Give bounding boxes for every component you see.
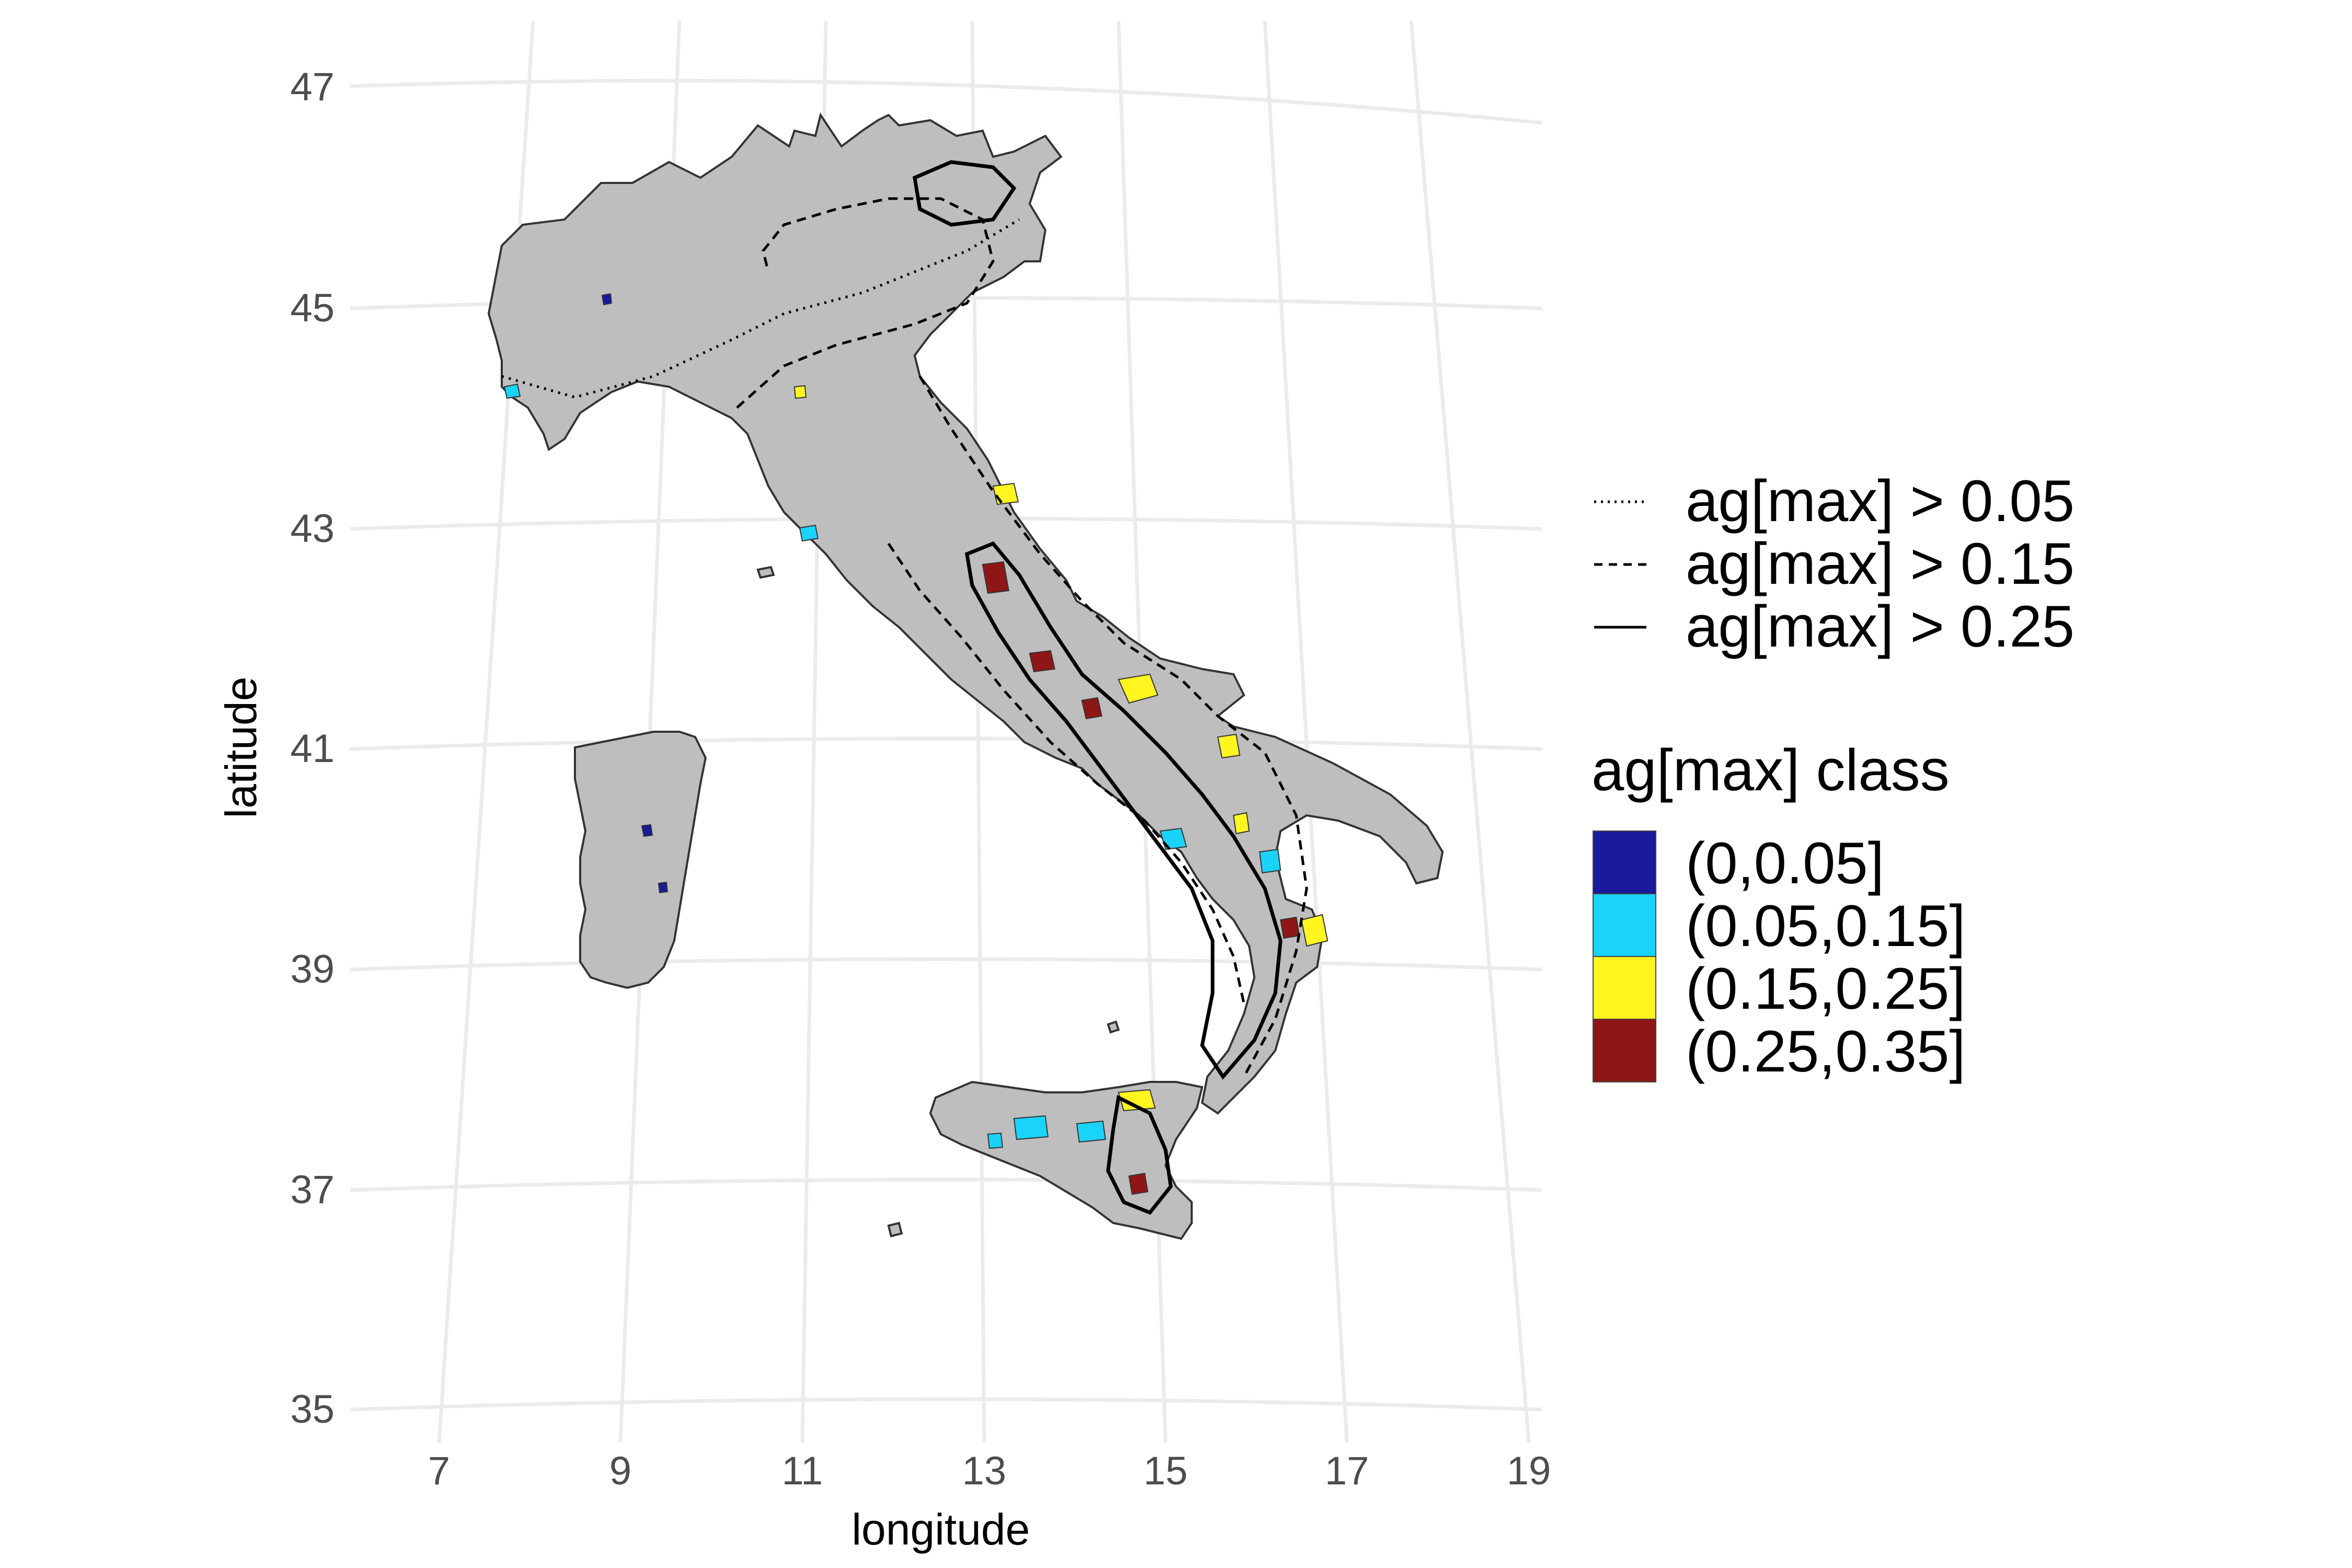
zone-blue-sardinia-2 [658, 881, 668, 894]
lat-gridline-39 [350, 957, 1542, 972]
x-tick-label: 19 [1507, 1449, 1551, 1493]
y-tick-label: 37 [290, 1168, 335, 1212]
threshold-contours [501, 160, 1308, 1215]
x-tick-label: 11 [782, 1449, 823, 1493]
legend-line-label: ag[max] > 0.25 [1686, 594, 2074, 659]
legend-line-label: ag[max] > 0.15 [1686, 531, 2074, 596]
zone-yellow-emilia [793, 385, 807, 399]
x-tick-label: 13 [962, 1449, 1007, 1493]
zone-yellow-calabria [1300, 914, 1329, 947]
contour-solid-025-apennines [965, 541, 1283, 1080]
zone-yellow-sicily [1117, 1089, 1156, 1112]
x-axis-ticks: 7 9 11 13 15 17 19 [428, 1449, 1551, 1493]
x-tick-label: 15 [1144, 1449, 1188, 1493]
zone-cyan-sicily-1 [1013, 1115, 1049, 1140]
zone-cyan-liguria [503, 383, 521, 399]
contour-dashed-015-west [887, 543, 1246, 1004]
aeolian-islands [1106, 1020, 1120, 1034]
lon-gridline-19 [1409, 20, 1531, 1443]
zone-cyan-campania [1159, 827, 1187, 850]
zone-blue-piedmont [601, 293, 613, 306]
mainland-italy-shape [487, 112, 1444, 1115]
elba-island [756, 566, 775, 579]
zone-cyan-tuscany [799, 524, 819, 542]
x-tick-label: 7 [428, 1449, 450, 1493]
y-tick-label: 43 [290, 506, 335, 551]
legend-fill-label: (0.15,0.25] [1686, 956, 1966, 1021]
legend-swatch [1593, 1019, 1656, 1082]
x-tick-label: 17 [1325, 1449, 1369, 1493]
legend-fill-label: (0.25,0.35] [1686, 1019, 1966, 1084]
legend-swatch [1593, 831, 1656, 894]
zone-yellow-apennines-3 [992, 482, 1019, 505]
contour-dotted-005 [501, 218, 1020, 399]
legend-fill-label: (0.05,0.15] [1686, 893, 1966, 959]
zone-yellow-apennines-1 [1117, 673, 1159, 704]
y-tick-label: 41 [290, 727, 335, 771]
y-tick-label: 35 [290, 1387, 335, 1432]
legend-fill-label: (0,0.05] [1686, 831, 1884, 896]
legend-fill-classes: ag[max] class (0,0.05] (0.05,0.15] (0.15… [1592, 737, 1966, 1084]
x-tick-label: 9 [609, 1449, 631, 1493]
zone-yellow-apennines-2 [1217, 733, 1241, 759]
y-axis-title: latitude [216, 677, 266, 818]
zone-blue-sardinia-1 [641, 824, 653, 837]
zone-yellow-campania [1232, 812, 1250, 835]
legend-line-label: ag[max] > 0.05 [1686, 468, 2074, 534]
zone-red-central-1 [1029, 650, 1056, 673]
legend-linetypes: ag[max] > 0.05 ag[max] > 0.15 ag[max] > … [1594, 468, 2074, 659]
zone-red-abruzzo [982, 561, 1010, 594]
zone-red-calabria [1279, 916, 1300, 939]
pantelleria-island [887, 1221, 903, 1238]
legend-fill-title: ag[max] class [1592, 737, 1950, 803]
zone-red-central-2 [1081, 697, 1103, 720]
x-axis-title: longitude [852, 1505, 1030, 1554]
lat-gridline-37 [350, 1178, 1542, 1192]
legend-swatch [1593, 956, 1656, 1020]
contour-solid-025-friuli [913, 160, 1017, 227]
lon-gridline-17 [1263, 20, 1349, 1443]
y-tick-label: 47 [290, 65, 335, 109]
contour-solid-025-sicily [1106, 1094, 1173, 1215]
sicily-shape [929, 1080, 1204, 1240]
lat-gridline-41 [350, 736, 1542, 751]
lat-gridline-47 [350, 78, 1542, 125]
y-axis-ticks: 47 45 43 41 39 37 35 [290, 65, 335, 1432]
legend-swatch [1593, 893, 1656, 957]
y-tick-label: 39 [290, 947, 335, 991]
sardinia-shape [574, 731, 707, 989]
lat-gridline-35 [350, 1397, 1542, 1412]
zone-cyan-sicily-3 [987, 1132, 1004, 1149]
zone-cyan-basilicata [1259, 848, 1282, 874]
land-areas [487, 112, 1444, 1240]
contour-dashed-015-apennines [918, 375, 1308, 1078]
zone-red-sicily [1128, 1172, 1149, 1195]
y-tick-label: 45 [290, 286, 335, 330]
zone-cyan-sicily-2 [1076, 1120, 1106, 1143]
